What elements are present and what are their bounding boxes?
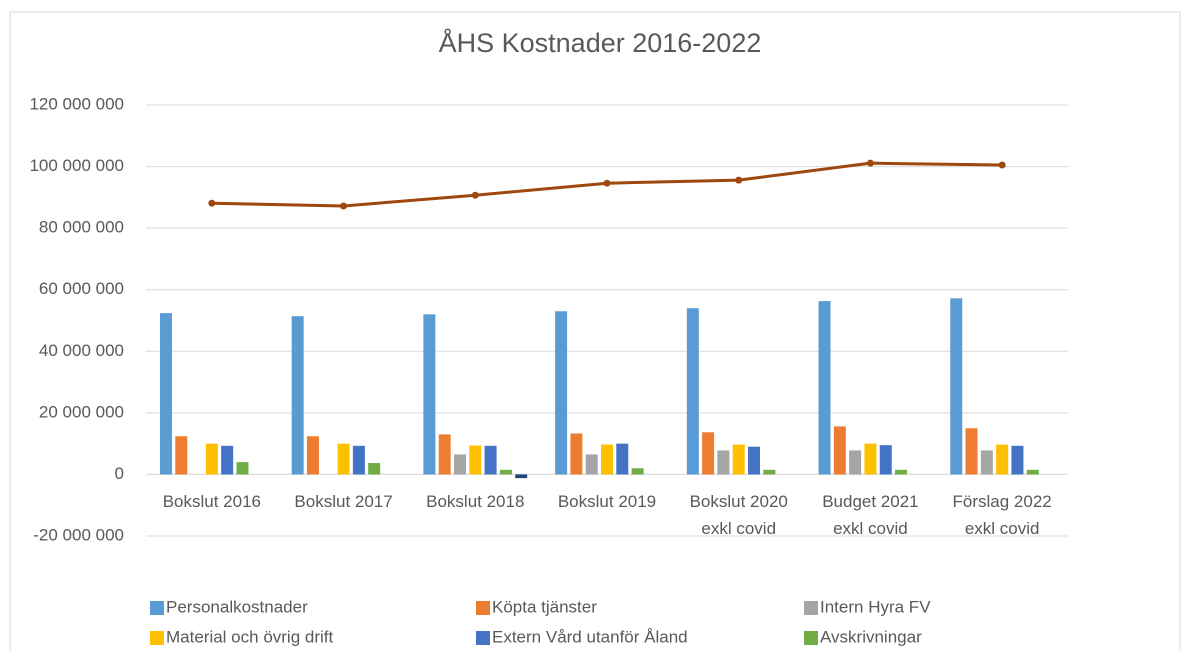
line-marker [340, 202, 348, 210]
bar [996, 444, 1009, 475]
bar [236, 462, 249, 475]
bar [221, 445, 234, 475]
bar [717, 450, 730, 475]
x-tick-label: Budget 2021 exkl covid [822, 492, 918, 538]
bar [205, 443, 218, 475]
line-marker [471, 191, 479, 199]
y-tick-label: 40 000 000 [39, 341, 124, 360]
y-tick-label: 60 000 000 [39, 279, 124, 298]
bar [438, 434, 451, 475]
line-marker [208, 199, 216, 207]
bar [515, 474, 528, 479]
bar [748, 446, 761, 475]
bar [499, 469, 512, 475]
bar [686, 308, 699, 475]
x-tick-label: Bokslut 2020 exkl covid [690, 492, 788, 538]
legend-label: Material och övrig drift [166, 627, 334, 646]
legend-swatch [150, 631, 164, 645]
line-marker [603, 179, 611, 187]
bar [484, 445, 497, 475]
bar [337, 443, 350, 475]
bar [980, 450, 993, 475]
bar [732, 444, 745, 475]
bar [879, 445, 892, 475]
bar [616, 443, 629, 475]
line-marker [735, 176, 743, 184]
bar [965, 428, 978, 475]
bar [585, 454, 598, 475]
legend-swatch [476, 601, 490, 615]
bar [570, 433, 583, 475]
bar [849, 450, 862, 475]
y-tick-label: 20 000 000 [39, 402, 124, 421]
bar [175, 436, 188, 475]
x-tick-label: Bokslut 2018 [426, 492, 524, 511]
legend-label: Personalkostnader [166, 597, 308, 616]
y-tick-label: 100 000 000 [29, 156, 124, 175]
chart-border [9, 11, 1181, 651]
bar [1011, 445, 1024, 475]
bar [950, 298, 963, 475]
bar [818, 301, 831, 475]
bar [306, 436, 319, 475]
legend-label: Intern Hyra FV [820, 597, 931, 616]
bar [555, 311, 568, 475]
legend-label: Avskrivningar [820, 627, 922, 646]
legend-swatch [804, 631, 818, 645]
y-tick-label: 0 [115, 464, 124, 483]
legend-swatch [150, 601, 164, 615]
legend-swatch [476, 631, 490, 645]
bar [423, 314, 436, 475]
bar [352, 445, 365, 475]
y-tick-label: 80 000 000 [39, 218, 124, 237]
bar [159, 313, 172, 475]
x-tick-label: Bokslut 2016 [163, 492, 261, 511]
line-marker [866, 159, 874, 167]
bar [1026, 469, 1039, 475]
chart-title: ÅHS Kostnader 2016-2022 [439, 27, 762, 58]
bar [631, 468, 644, 475]
line-marker [998, 161, 1006, 169]
bar [291, 316, 304, 475]
bar [702, 432, 715, 475]
x-tick-label: Förslag 2022 exkl covid [953, 492, 1052, 538]
bar [469, 445, 482, 475]
bar [601, 444, 613, 475]
bar [763, 469, 776, 475]
legend-label: Köpta tjänster [492, 597, 597, 616]
legend-label: Extern Vård utanför Åland [492, 627, 688, 646]
legend-swatch [804, 601, 818, 615]
y-tick-label: -20 000 000 [33, 525, 124, 544]
x-tick-label: Bokslut 2019 [558, 492, 656, 511]
bar [864, 443, 877, 475]
y-tick-label: 120 000 000 [29, 94, 124, 113]
x-tick-label: Bokslut 2017 [294, 492, 392, 511]
bar [833, 426, 846, 475]
bar [453, 454, 466, 475]
bar [895, 469, 908, 475]
bar [368, 463, 381, 475]
